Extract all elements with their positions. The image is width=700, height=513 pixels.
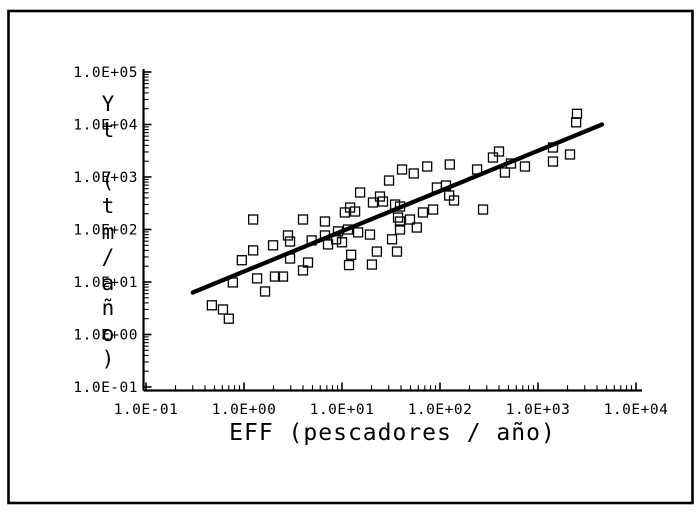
- x-tick-label: 1.0E+00: [212, 402, 277, 418]
- data-point: [343, 259, 355, 271]
- data-point: [342, 224, 354, 235]
- data-point: [471, 164, 483, 175]
- data-point: [364, 229, 376, 240]
- data-point: [570, 117, 582, 128]
- data-point: [547, 156, 559, 167]
- data-point: [227, 277, 239, 288]
- data-point: [223, 313, 234, 324]
- data-point: [404, 214, 416, 225]
- data-point: [377, 196, 389, 207]
- x-tick-label: 1.0E+03: [506, 402, 571, 418]
- data-point: [408, 168, 419, 179]
- x-tick-label: 1.0E+01: [310, 402, 375, 418]
- data-point: [499, 167, 511, 178]
- data-point: [444, 159, 455, 170]
- data-point: [366, 259, 378, 270]
- data-point: [319, 216, 331, 227]
- data-point: [306, 235, 317, 246]
- y-axis-title-char: t: [101, 117, 115, 142]
- data-point: [417, 207, 429, 218]
- y-axis-title-char: Y: [101, 92, 115, 116]
- data-point: [282, 230, 294, 241]
- y-tick-label: 1.0E+03: [73, 170, 138, 186]
- y-axis-title-char: o: [101, 321, 115, 346]
- data-point: [354, 187, 366, 198]
- data-point: [277, 271, 289, 282]
- y-tick-label: 1.0E+05: [73, 65, 138, 81]
- data-point: [505, 158, 517, 169]
- x-tick-label: 1.0E-01: [114, 402, 179, 418]
- data-point: [349, 206, 361, 217]
- data-point: [217, 304, 229, 315]
- data-point: [394, 224, 406, 235]
- data-point: [206, 300, 218, 311]
- data-point: [259, 286, 271, 297]
- y-tick-label: 1.0E+04: [73, 118, 138, 134]
- data-point: [269, 271, 281, 282]
- data-point: [386, 234, 398, 245]
- data-point: [284, 236, 296, 247]
- data-point: [519, 161, 531, 172]
- data-point: [332, 226, 344, 237]
- y-tick-label: 1.0E-01: [73, 380, 138, 396]
- y-axis-title-char: ): [101, 347, 115, 371]
- data-point: [284, 253, 296, 264]
- data-point: [448, 195, 460, 206]
- data-point: [248, 245, 259, 256]
- data-point: [477, 204, 489, 215]
- data-point: [248, 214, 259, 225]
- y-axis-title-char: t: [101, 194, 115, 218]
- y-axis-title-char: m: [101, 219, 115, 244]
- y-axis-title-char: /: [101, 245, 115, 269]
- x-axis-title: EFF (pescadores / año): [229, 420, 556, 446]
- data-point: [427, 204, 439, 215]
- data-point: [267, 240, 279, 251]
- data-point: [302, 257, 314, 268]
- data-point: [336, 237, 348, 248]
- data-point: [251, 273, 263, 284]
- data-point: [330, 234, 342, 245]
- y-axis-title-char: [91, 143, 125, 169]
- y-tick-label: 1.0E+00: [73, 328, 138, 344]
- data-point: [411, 222, 422, 233]
- data-point: [394, 216, 406, 227]
- data-point: [394, 201, 406, 212]
- data-point: [487, 152, 499, 163]
- x-tick-label: 1.0E+02: [408, 402, 473, 418]
- figure-border: [7, 9, 694, 505]
- data-point: [346, 249, 357, 260]
- data-point: [391, 246, 403, 257]
- data-point: [440, 180, 452, 191]
- data-point: [236, 255, 247, 266]
- y-axis-title-char: a: [101, 270, 115, 295]
- data-point: [547, 142, 559, 153]
- x-tick-label: 1.0E+04: [604, 402, 669, 418]
- data-point: [371, 246, 383, 257]
- data-point: [383, 175, 395, 186]
- y-tick-label: 1.0E+02: [73, 223, 138, 239]
- y-tick-label: 1.0E+01: [73, 275, 138, 291]
- data-point: [367, 197, 379, 208]
- data-point: [352, 227, 364, 238]
- data-point: [297, 214, 309, 225]
- y-axis-title-char: ñ: [101, 296, 115, 320]
- data-point: [422, 161, 433, 172]
- data-point: [396, 164, 408, 175]
- data-point: [571, 108, 583, 119]
- data-point: [564, 149, 576, 160]
- y-axis-title-char: (: [101, 168, 115, 193]
- data-point: [493, 146, 505, 157]
